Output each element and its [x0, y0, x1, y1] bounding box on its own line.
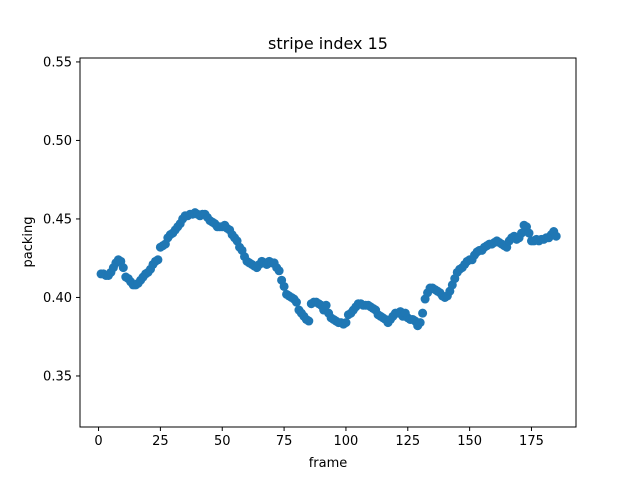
- y-tick-label: 0.45: [43, 212, 72, 227]
- y-tick-label: 0.35: [43, 369, 72, 384]
- data-point: [291, 297, 301, 307]
- data-point: [118, 263, 128, 273]
- x-tick-label: 175: [519, 434, 544, 449]
- data-points: [96, 208, 561, 331]
- y-tick-label: 0.55: [43, 55, 72, 70]
- x-tick-label: 100: [334, 434, 359, 449]
- x-tick-label: 25: [152, 434, 169, 449]
- data-point: [551, 231, 561, 241]
- y-tick-label: 0.50: [43, 134, 72, 149]
- data-point: [153, 255, 163, 265]
- data-point: [321, 300, 331, 310]
- chart-title: stripe index 15: [268, 34, 388, 53]
- x-tick-label: 125: [395, 434, 420, 449]
- data-point: [418, 308, 428, 318]
- data-point: [524, 228, 534, 238]
- data-point: [304, 316, 314, 326]
- data-point: [274, 266, 284, 276]
- data-point: [341, 318, 351, 328]
- data-point: [279, 281, 289, 291]
- y-axis-label: packing: [21, 217, 36, 268]
- x-tick-label: 75: [276, 434, 293, 449]
- data-point: [517, 228, 527, 238]
- y-axis-ticks: 0.35 0.40 0.45 0.50 0.55: [43, 55, 80, 384]
- x-tick-label: 50: [214, 434, 231, 449]
- x-tick-label: 0: [94, 434, 102, 449]
- axes-frame: [79, 57, 577, 428]
- x-axis-ticks: 0 25 50 75 100 125 150 175: [94, 427, 544, 449]
- x-tick-label: 150: [457, 434, 482, 449]
- x-axis-label: frame: [309, 456, 348, 471]
- y-tick-label: 0.40: [43, 291, 72, 306]
- data-point: [415, 318, 425, 328]
